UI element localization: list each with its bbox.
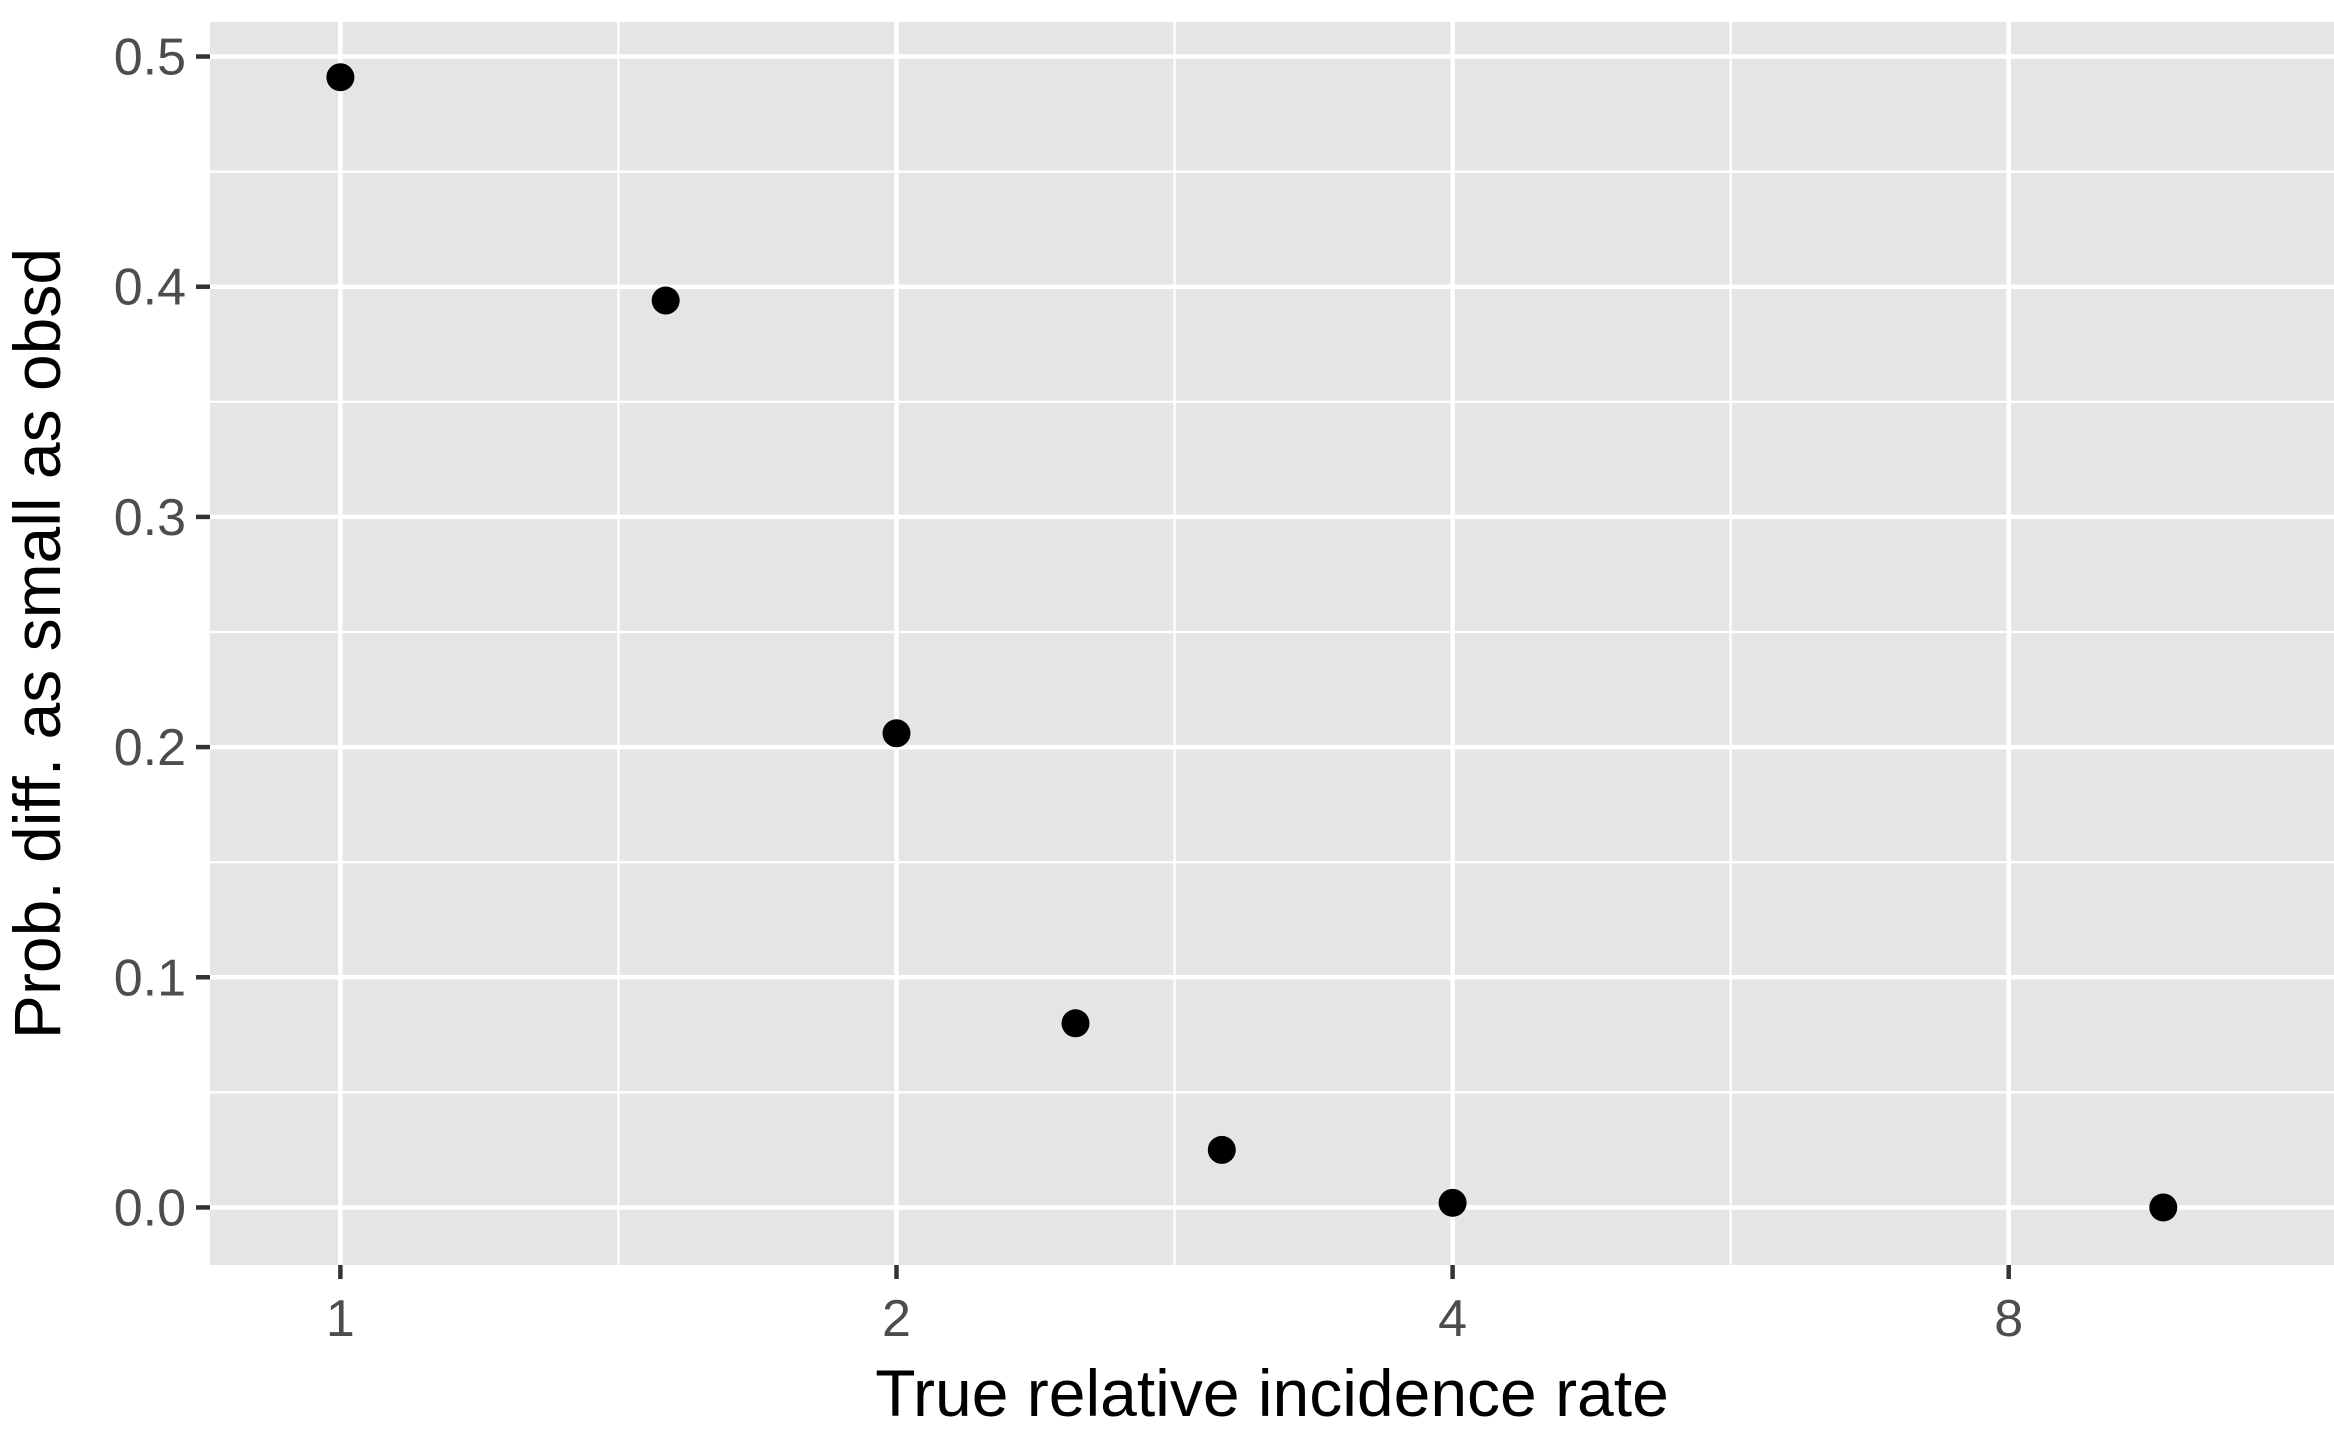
y-tick-label: 0.0	[114, 1179, 186, 1237]
data-point	[651, 286, 680, 315]
data-point	[1438, 1188, 1467, 1217]
y-tick-label: 0.2	[114, 719, 186, 777]
x-tick-label: 8	[1994, 1290, 2023, 1348]
y-axis-title: Prob. diff. as small as obsd	[0, 248, 74, 1039]
data-point	[326, 63, 355, 92]
data-point	[2149, 1193, 2178, 1222]
plot-panel	[210, 22, 2334, 1265]
y-axis: 0.0 0.1 0.2 0.3 0.4 0.5	[114, 29, 210, 1237]
x-tick-label: 1	[326, 1290, 355, 1348]
x-tick-label: 2	[882, 1290, 911, 1348]
data-points	[326, 63, 2178, 1222]
data-point	[1061, 1009, 1090, 1038]
x-axis: 1 2 4 8	[326, 1265, 2023, 1348]
y-tick-label: 0.4	[114, 259, 186, 317]
y-tick-label: 0.5	[114, 29, 186, 87]
data-point	[1207, 1135, 1236, 1164]
major-gridlines	[210, 22, 2334, 1265]
y-tick-label: 0.1	[114, 949, 186, 1007]
minor-gridlines	[210, 22, 2334, 1265]
y-tick-label: 0.3	[114, 489, 186, 547]
data-point	[882, 719, 911, 748]
x-tick-label: 4	[1438, 1290, 1467, 1348]
x-axis-title: True relative incidence rate	[875, 1356, 1669, 1430]
